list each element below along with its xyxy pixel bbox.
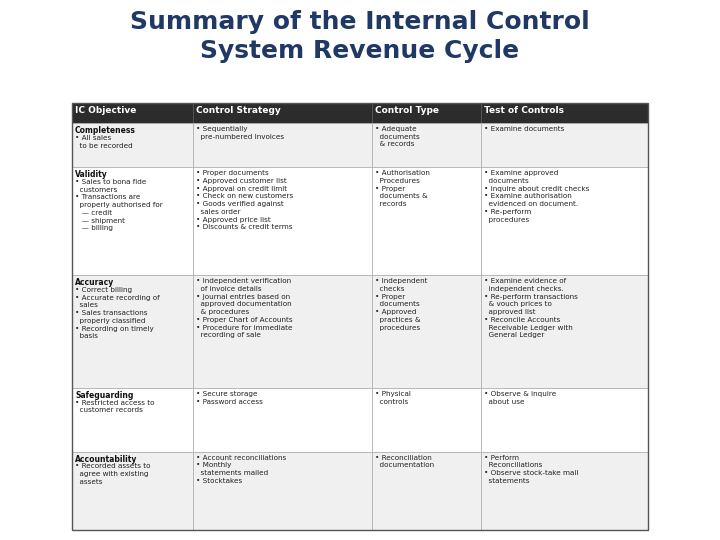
Text: • Restricted access to
  customer records: • Restricted access to customer records	[75, 400, 155, 413]
Text: • Observe & inquire
  about use: • Observe & inquire about use	[484, 391, 557, 404]
Text: • Correct billing
• Accurate recording of
  sales
• Sales transactions
  properl: • Correct billing • Accurate recording o…	[75, 287, 160, 339]
Text: • Independent verification
  of invoice details
• Journal entries based on
  app: • Independent verification of invoice de…	[196, 278, 292, 338]
Text: Accuracy: Accuracy	[75, 278, 114, 287]
Text: • Independent
  checks
• Proper
  documents
• Approved
  practices &
  procedure: • Independent checks • Proper documents …	[374, 278, 427, 330]
Text: • Examine approved
  documents
• Inquire about credit checks
• Examine authorisa: • Examine approved documents • Inquire a…	[484, 170, 590, 222]
Bar	[372, 167, 481, 275]
Text: • Examine documents: • Examine documents	[484, 126, 564, 132]
Bar	[193, 167, 372, 275]
Bar	[193, 103, 372, 123]
Text: • Recorded assets to
  agree with existing
  assets: • Recorded assets to agree with existing…	[75, 463, 150, 485]
Text: • Secure storage
• Password access: • Secure storage • Password access	[196, 391, 263, 404]
Text: • Reconciliation
  documentation: • Reconciliation documentation	[374, 455, 433, 468]
Bar	[193, 451, 372, 530]
Bar	[481, 388, 648, 451]
Bar	[72, 451, 193, 530]
Bar	[72, 103, 648, 530]
Bar	[72, 103, 193, 123]
Text: • Examine evidence of
  independent checks.
• Re-perform transactions
  & vouch : • Examine evidence of independent checks…	[484, 278, 578, 338]
Bar	[372, 388, 481, 451]
Bar	[481, 167, 648, 275]
Text: Test of Controls: Test of Controls	[484, 106, 564, 115]
Text: • Authorisation
  Procedures
• Proper
  documents &
  records: • Authorisation Procedures • Proper docu…	[374, 170, 429, 207]
Text: • Adequate
  documents
  & records: • Adequate documents & records	[374, 126, 419, 147]
Bar	[193, 275, 372, 388]
Text: • Physical
  controls: • Physical controls	[374, 391, 410, 404]
Bar	[372, 275, 481, 388]
Text: Completeness: Completeness	[75, 126, 136, 135]
Bar	[72, 388, 193, 451]
Bar	[372, 103, 481, 123]
Text: • Sales to bona fide
  customers
• Transactions are
  properly authorised for
  : • Sales to bona fide customers • Transac…	[75, 179, 163, 232]
Text: Safeguarding: Safeguarding	[75, 391, 133, 400]
Text: • Account reconciliations
• Monthly
  statements mailed
• Stocktakes: • Account reconciliations • Monthly stat…	[196, 455, 287, 484]
Bar	[481, 451, 648, 530]
Bar	[72, 275, 193, 388]
Bar	[72, 167, 193, 275]
Bar	[372, 123, 481, 167]
Text: Accountability: Accountability	[75, 455, 138, 463]
Text: • Perform
  Reconciliations
• Observe stock-take mail
  statements: • Perform Reconciliations • Observe stoc…	[484, 455, 578, 484]
Text: • Sequentially
  pre-numbered Invoices: • Sequentially pre-numbered Invoices	[196, 126, 284, 140]
Text: • All sales
  to be recorded: • All sales to be recorded	[75, 135, 132, 148]
Text: • Proper documents
• Approved customer list
• Approval on credit limit
• Check o: • Proper documents • Approved customer l…	[196, 170, 293, 231]
Bar	[372, 451, 481, 530]
Bar	[481, 103, 648, 123]
Text: Validity: Validity	[75, 170, 108, 179]
Bar	[481, 123, 648, 167]
Bar	[193, 388, 372, 451]
Text: IC Objective: IC Objective	[75, 106, 136, 115]
Text: Summary of the Internal Control
System Revenue Cycle: Summary of the Internal Control System R…	[130, 10, 590, 63]
Text: Control Strategy: Control Strategy	[196, 106, 281, 115]
Bar	[193, 123, 372, 167]
Bar	[481, 275, 648, 388]
Text: Control Type: Control Type	[374, 106, 438, 115]
Bar	[72, 123, 193, 167]
